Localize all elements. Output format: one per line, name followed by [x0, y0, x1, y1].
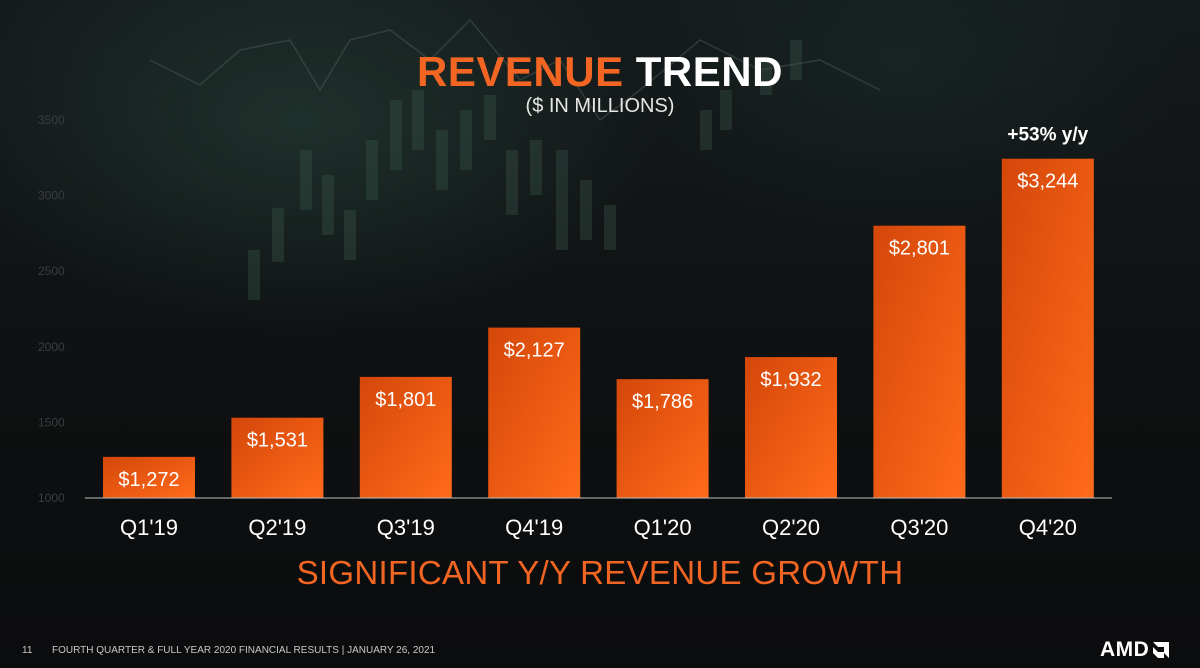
bar-Q1'20	[616, 379, 709, 498]
bar-value-label: $1,932	[760, 369, 821, 391]
bar-value-label: $3,244	[1017, 171, 1078, 193]
decor-trend-line	[149, 18, 881, 122]
decor-candle	[366, 140, 378, 200]
decor-candle	[506, 150, 518, 215]
bar-value-label: $2,127	[504, 340, 565, 362]
y-tick-label: 1500	[38, 415, 65, 429]
bar-value-label: $1,272	[118, 469, 179, 491]
decor-candle	[412, 90, 424, 150]
tagline: SIGNIFICANT Y/Y REVENUE GROWTH	[296, 554, 904, 591]
bar-Q2'19	[231, 417, 324, 498]
decor-candle	[556, 150, 568, 250]
decor-candle	[700, 110, 712, 150]
x-category-label: Q3'20	[890, 515, 948, 540]
page-number: 11	[22, 645, 33, 656]
amd-logo: AMD	[1100, 636, 1171, 664]
bar-value-label: $2,801	[889, 238, 950, 260]
footer: 11 FOURTH QUARTER & FULL YEAR 2020 FINAN…	[0, 643, 700, 659]
decor-candle	[322, 175, 334, 235]
decor-candle	[272, 208, 284, 262]
y-tick-label: 3000	[38, 189, 65, 203]
decor-candle	[390, 100, 402, 170]
bar-Q3'19	[359, 376, 452, 498]
bar-Q2'20	[745, 357, 837, 498]
y-tick-label: 1000	[38, 491, 65, 505]
bar-Q4'20	[1001, 158, 1094, 498]
x-category-label: Q2'20	[762, 515, 820, 540]
x-category-label: Q2'19	[248, 515, 306, 540]
bar-value-label: $1,531	[247, 430, 308, 452]
bar-value-label: $1,801	[375, 389, 436, 411]
decor-candle	[460, 110, 472, 170]
y-tick-label: 3500	[38, 113, 65, 127]
decor-candle	[604, 205, 616, 250]
title-rest: TREND	[635, 48, 783, 95]
revenue-bar-chart: 1000 1500 2000 2500 3000 3500 $1,272 $1,531 $1,…	[38, 113, 1112, 540]
decor-candle	[720, 90, 732, 130]
bar-Q1'19	[103, 456, 195, 498]
page-subtitle: ($ IN MILLIONS)	[525, 95, 675, 117]
decor-candle	[580, 180, 592, 240]
growth-annotation: +53% y/y	[1007, 125, 1088, 146]
title-highlight: REVENUE	[417, 48, 624, 95]
x-category-label: Q3'19	[377, 515, 435, 540]
y-tick-label: 2000	[38, 340, 65, 354]
decor-candle	[248, 250, 260, 300]
page-title: REVENUE TREND	[0, 46, 1200, 98]
x-category-label: Q1'20	[634, 515, 692, 540]
bar-Q4'19	[488, 327, 581, 498]
decor-candle	[300, 150, 312, 210]
amd-arrow-icon	[1153, 642, 1170, 658]
bar-Q3'20	[873, 225, 966, 499]
footer-text: FOURTH QUARTER & FULL YEAR 2020 FINANCIA…	[52, 645, 436, 656]
decor-candle	[436, 130, 448, 190]
decor-candle	[530, 140, 542, 195]
y-tick-label: 2500	[38, 264, 65, 278]
x-category-label: Q4'20	[1019, 515, 1077, 540]
x-category-label: Q4'19	[505, 515, 563, 540]
decor-candle	[484, 95, 496, 140]
bar-value-label: $1,786	[632, 391, 693, 413]
decor-candle	[790, 40, 802, 80]
decor-candle	[344, 210, 356, 260]
x-category-label: Q1'19	[120, 515, 178, 540]
logo-text: AMD	[1100, 638, 1150, 661]
